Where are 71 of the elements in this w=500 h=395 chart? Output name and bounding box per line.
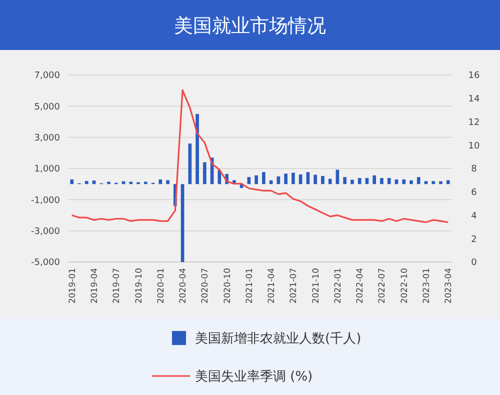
y2-tick-label: 4 — [471, 211, 478, 222]
bar — [432, 181, 436, 184]
bar — [424, 181, 428, 184]
y2-tick-label: 2 — [471, 234, 477, 245]
x-tick-label: 2019-10 — [134, 268, 144, 304]
bar — [306, 172, 310, 184]
y2-tick-label: 10 — [468, 141, 480, 152]
x-tick-label: 2023-01 — [422, 268, 432, 304]
bar — [372, 175, 376, 184]
x-tick-label: 2020-01 — [156, 268, 166, 304]
y2-tick-label: 14 — [468, 94, 480, 105]
y-tick-label: -1,000 — [30, 196, 60, 206]
bar — [446, 180, 450, 184]
x-tick-label: 2021-04 — [267, 268, 278, 304]
bar — [188, 144, 192, 184]
x-tick-label: 2021-07 — [289, 268, 300, 304]
legend-label: 美国失业率季调 (%) — [195, 368, 313, 385]
legend-label: 美国新增非农就业人数(千人) — [195, 330, 362, 347]
x-tick-label: 2022-01 — [333, 268, 344, 304]
bar — [343, 177, 346, 184]
x-tick-label: 2019-01 — [68, 268, 78, 304]
bar — [380, 178, 384, 184]
bar — [314, 174, 317, 184]
bar — [402, 179, 406, 184]
x-tick-label: 2020-10 — [222, 268, 233, 304]
bar — [410, 180, 413, 184]
bar — [336, 170, 340, 184]
bar — [166, 180, 170, 184]
y-tick-label: 5,000 — [34, 102, 60, 112]
y2-tick-label: 12 — [468, 118, 480, 128]
x-tick-label: 2020-07 — [200, 268, 211, 304]
x-tick-label: 2019-07 — [112, 268, 122, 304]
x-tick-label: 2020-04 — [178, 268, 189, 304]
y-tick-label: -3,000 — [30, 226, 60, 237]
bar — [158, 179, 162, 184]
x-tick-label: 2023-04 — [444, 268, 454, 304]
bar — [321, 176, 324, 184]
bar — [84, 180, 88, 184]
x-tick-label: 2022-07 — [378, 268, 388, 304]
bar — [358, 178, 362, 184]
y2-tick-label: 8 — [471, 164, 478, 175]
bar — [196, 114, 199, 184]
bar — [180, 184, 184, 262]
bar — [350, 180, 354, 184]
y-tick-label: 3,000 — [34, 133, 60, 144]
bar — [129, 182, 133, 184]
bar — [144, 182, 148, 184]
y2-tick-label: 6 — [471, 188, 478, 198]
x-tick-label: 2019-04 — [90, 268, 100, 304]
line-series — [71, 89, 449, 224]
chart-title: 美国就业市场情况 — [174, 15, 326, 37]
y-tick-label: 1,000 — [34, 164, 60, 175]
x-tick-label: 2021-10 — [311, 268, 322, 304]
bar — [387, 178, 391, 184]
y2-tick-label: 16 — [468, 71, 480, 82]
bar — [254, 175, 258, 184]
x-tick-label: 2022-10 — [400, 268, 410, 304]
y-tick-label: -5,000 — [30, 258, 60, 268]
bar — [284, 174, 288, 184]
bar — [439, 181, 442, 184]
bar — [416, 177, 420, 184]
y-tick-label: 7,000 — [34, 71, 60, 82]
bar — [262, 172, 266, 184]
y2-tick-label: 0 — [471, 258, 478, 268]
bar — [292, 172, 295, 184]
bar — [247, 177, 251, 184]
x-tick-label: 2022-04 — [356, 268, 366, 304]
bar — [107, 182, 110, 184]
bar — [70, 179, 74, 184]
bar — [203, 162, 206, 184]
x-tick-label: 2021-01 — [244, 268, 255, 304]
